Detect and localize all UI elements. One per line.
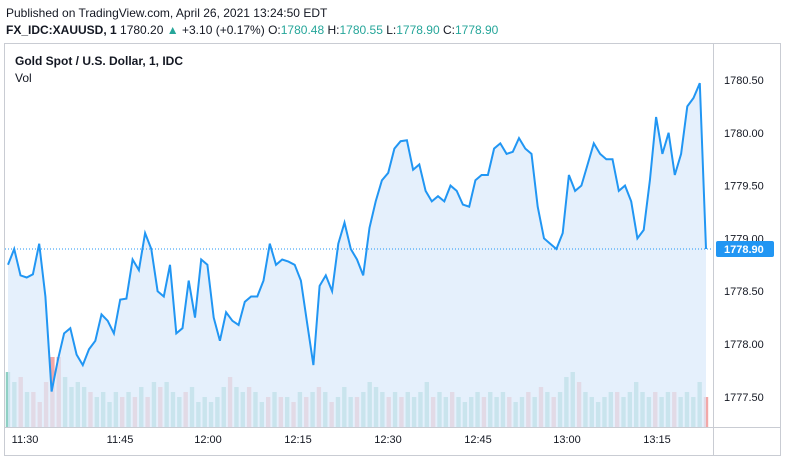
last-price-value: 1780.20 <box>120 23 164 37</box>
price-line <box>7 82 707 392</box>
open-value: 1780.48 <box>280 23 325 37</box>
price-tick-label: 1777.50 <box>724 392 764 404</box>
close-label: C: <box>442 23 455 37</box>
up-arrow-icon: ▲ <box>166 23 179 37</box>
published-line: Published on TradingView.com, April 26, … <box>6 6 328 20</box>
high-value: 1780.55 <box>339 23 383 37</box>
time-tick-label: 13:00 <box>553 434 581 446</box>
price-tick-label: 1780.50 <box>724 75 764 87</box>
change-value: +3.10 (+0.17%) <box>182 23 265 37</box>
price-tick-label: 1778.00 <box>724 339 764 351</box>
time-tick-label: 12:15 <box>284 434 312 446</box>
time-axis: 11:30 11:45 12:00 12:15 12:30 12:45 13:00 13:15 <box>12 434 671 446</box>
price-area-fill <box>8 83 706 427</box>
open-label: O: <box>268 23 281 37</box>
legend-title: Gold Spot / U.S. Dollar, 1, IDC <box>15 54 184 68</box>
price-tick-label: 1780.00 <box>724 128 764 140</box>
high-label: H: <box>327 23 340 37</box>
last-price-label-text: 1778.90 <box>724 244 764 256</box>
last-price-label: 1778.90 <box>716 240 774 257</box>
time-tick-label: 12:45 <box>464 434 492 446</box>
time-tick-label: 11:30 <box>12 434 39 446</box>
quote-line: FX_IDC:XAUUSD, 1 1780.20 ▲ +3.10 (+0.17%… <box>6 22 498 39</box>
legend-volume: Vol <box>15 71 32 85</box>
low-value: 1778.90 <box>396 23 440 37</box>
time-tick-label: 11:45 <box>107 434 134 446</box>
price-tick-label: 1778.50 <box>724 286 764 298</box>
time-tick-label: 13:15 <box>643 434 671 446</box>
close-value: 1778.90 <box>454 23 499 37</box>
time-tick-label: 12:00 <box>194 434 222 446</box>
low-label: L: <box>386 23 397 37</box>
symbol-label: FX_IDC:XAUUSD, 1 <box>6 23 117 37</box>
price-tick-label: 1779.50 <box>724 181 764 193</box>
time-tick-label: 12:30 <box>374 434 402 446</box>
chart-header: Published on TradingView.com, April 26, … <box>6 5 498 39</box>
price-axis: 1780.501780.001779.501779.001778.501778.… <box>724 75 764 404</box>
